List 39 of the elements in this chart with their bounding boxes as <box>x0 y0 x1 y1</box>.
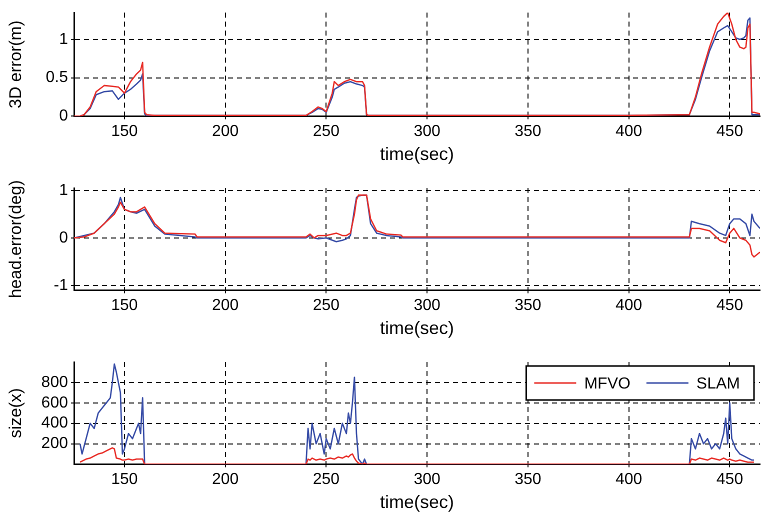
x-tick-label: 400 <box>616 123 642 140</box>
x-tick-label: 150 <box>111 471 138 488</box>
x-tick-label: 450 <box>716 123 744 140</box>
x-tick-label: 450 <box>716 471 744 488</box>
x-tick-label: 450 <box>716 297 744 314</box>
y-tick-label: 1 <box>59 30 68 48</box>
y-tick-label: 600 <box>41 394 68 412</box>
y-tick-label: 200 <box>41 435 68 452</box>
y-tick-label: 800 <box>41 374 68 391</box>
y-axis-title: size(x) <box>6 388 25 438</box>
y-axis-title: head.error(deg) <box>6 180 25 298</box>
legend-label: MFVO <box>584 375 630 392</box>
legend-label: SLAM <box>696 375 740 392</box>
x-axis-title: time(sec) <box>380 144 454 164</box>
y-tick-label: 0 <box>59 108 68 125</box>
y-tick-label: 1 <box>59 182 68 199</box>
y-tick-label: 400 <box>41 414 68 432</box>
x-tick-label: 150 <box>111 123 138 140</box>
x-tick-label: 250 <box>312 471 340 488</box>
x-tick-label: 300 <box>414 123 441 140</box>
x-tick-label: 400 <box>616 297 642 314</box>
y-axis-title: 3D error(m) <box>6 20 25 108</box>
x-tick-label: 200 <box>212 471 239 488</box>
x-axis-title: time(sec) <box>380 318 454 338</box>
x-tick-label: 300 <box>414 471 441 488</box>
x-tick-label: 200 <box>212 297 239 314</box>
x-axis-title: time(sec) <box>380 492 454 512</box>
x-tick-label: 350 <box>514 471 542 488</box>
x-tick-label: 150 <box>111 297 138 314</box>
x-tick-label: 200 <box>212 123 239 140</box>
x-tick-label: 300 <box>414 297 441 314</box>
x-tick-label: 350 <box>514 297 542 314</box>
y-tick-label: 0.5 <box>46 69 68 86</box>
x-tick-label: 350 <box>514 123 542 140</box>
x-tick-label: 400 <box>616 471 642 488</box>
y-tick-label: -1 <box>54 276 68 294</box>
x-tick-label: 250 <box>312 123 340 140</box>
x-tick-label: 250 <box>312 297 340 314</box>
y-tick-label: 0 <box>59 229 68 246</box>
